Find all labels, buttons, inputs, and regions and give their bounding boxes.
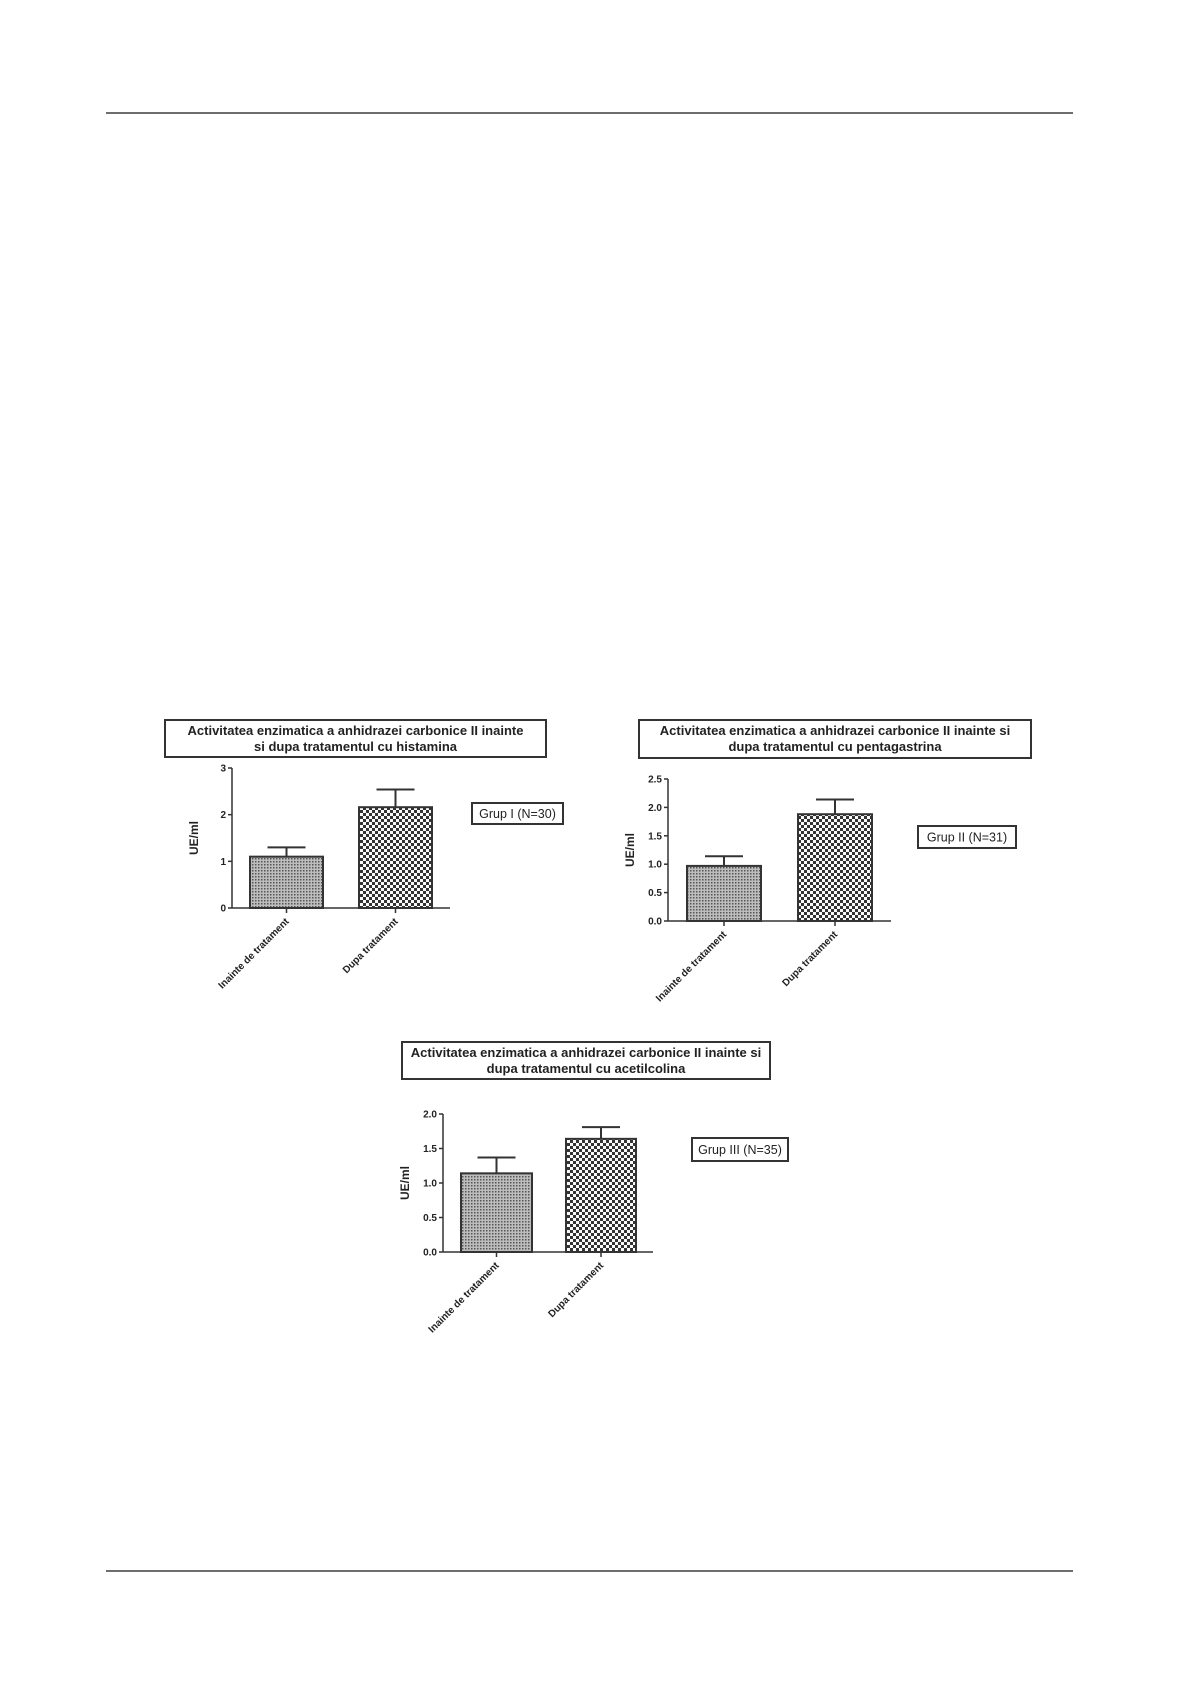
y-tick-label: 2.0	[423, 1110, 437, 1121]
y-tick-label: 2.0	[648, 803, 662, 814]
chart-title-line: dupa tratamentul cu pentagastrina	[728, 739, 942, 754]
x-tick-label: Dupa tratament	[546, 1260, 606, 1320]
y-tick-label: 0.0	[423, 1248, 437, 1259]
chart-title-line: Activitatea enzimatica a anhidrazei carb…	[188, 723, 524, 738]
y-axis-label: UE/ml	[623, 833, 637, 867]
chart-3: Activitatea enzimatica a anhidrazei carb…	[398, 1041, 789, 1335]
x-tick-label: Inainte de tratament	[654, 929, 729, 1004]
bar	[565, 1137, 637, 1253]
x-tick-label: Inainte de tratament	[217, 916, 292, 991]
y-tick-label: 0.0	[648, 917, 662, 928]
y-axis-label: UE/ml	[398, 1166, 412, 1200]
x-tick-label: Inainte de tratament	[427, 1260, 502, 1335]
chart-title-line: dupa tratamentul cu acetilcolina	[487, 1061, 686, 1076]
y-axis-label: UE/ml	[187, 821, 201, 855]
y-tick-label: 2	[220, 810, 226, 821]
y-tick-label: 0.5	[648, 888, 662, 899]
x-tick-label: Dupa tratament	[341, 916, 401, 976]
y-tick-label: 0	[220, 904, 226, 915]
x-tick-label: Dupa tratament	[780, 929, 840, 989]
y-tick-label: 1.5	[648, 831, 662, 842]
chart-2: Activitatea enzimatica a anhidrazei carb…	[623, 719, 1032, 1004]
y-tick-label: 1	[220, 857, 226, 868]
chart-title-line: si dupa tratamentul cu histamina	[254, 739, 458, 754]
chart-title-box	[164, 719, 547, 758]
chart-title-line: Activitatea enzimatica a anhidrazei carb…	[411, 1045, 761, 1060]
chart-1: Activitatea enzimatica a anhidrazei carb…	[164, 719, 564, 991]
chart-title-box	[401, 1041, 771, 1080]
footer-rule	[106, 1570, 1073, 1572]
bar	[460, 1172, 533, 1253]
y-tick-label: 1.5	[423, 1144, 437, 1155]
y-tick-label: 3	[220, 764, 226, 775]
bar	[686, 864, 762, 922]
bar	[358, 806, 433, 910]
legend-label: Grup I (N=30)	[479, 807, 556, 821]
legend-box	[691, 1137, 789, 1162]
chart-title-box	[638, 719, 1032, 759]
legend-label: Grup II (N=31)	[927, 831, 1007, 845]
legend-box	[471, 802, 564, 825]
header-rule	[106, 112, 1073, 114]
y-tick-label: 2.5	[648, 775, 662, 786]
legend-label: Grup III (N=35)	[698, 1143, 782, 1157]
y-tick-label: 0.5	[423, 1213, 437, 1224]
y-tick-label: 1.0	[423, 1179, 437, 1190]
legend-box	[917, 825, 1017, 849]
chart-title-line: Activitatea enzimatica a anhidrazei carb…	[660, 723, 1010, 738]
bar	[249, 855, 324, 910]
y-tick-label: 1.0	[648, 860, 662, 871]
bar	[797, 813, 873, 922]
